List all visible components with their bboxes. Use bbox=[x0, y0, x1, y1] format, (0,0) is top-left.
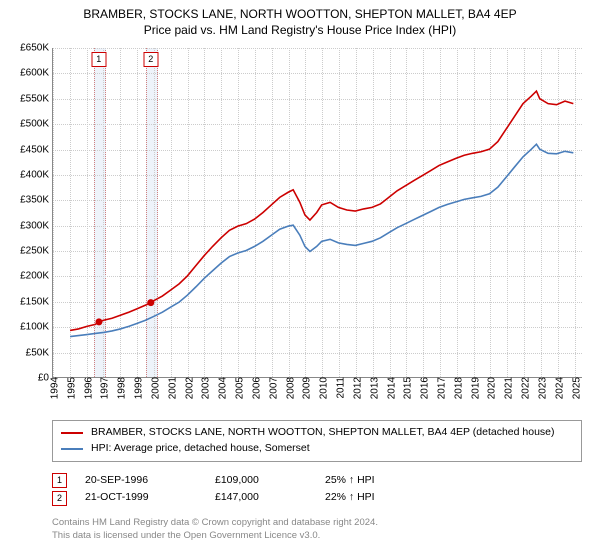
x-tick-label: 2001 bbox=[163, 377, 178, 399]
x-tick-label: 2016 bbox=[416, 377, 431, 399]
x-tick-label: 2015 bbox=[399, 377, 414, 399]
y-tick-label: £500K bbox=[20, 119, 53, 130]
y-tick-label: £650K bbox=[20, 43, 53, 54]
chart-container: BRAMBER, STOCKS LANE, NORTH WOOTTON, SHE… bbox=[0, 0, 600, 560]
x-tick-label: 2022 bbox=[517, 377, 532, 399]
series-line-property bbox=[70, 91, 573, 330]
x-tick-label: 2003 bbox=[197, 377, 212, 399]
y-tick-label: £400K bbox=[20, 169, 53, 180]
x-tick-label: 2020 bbox=[483, 377, 498, 399]
x-tick-label: 2006 bbox=[247, 377, 262, 399]
attribution: Contains HM Land Registry data © Crown c… bbox=[52, 517, 582, 543]
y-tick-label: £450K bbox=[20, 144, 53, 155]
x-tick-label: 2004 bbox=[214, 377, 229, 399]
x-tick-label: 2013 bbox=[365, 377, 380, 399]
sale-dot bbox=[95, 318, 102, 325]
legend-row-hpi: HPI: Average price, detached house, Some… bbox=[61, 441, 573, 457]
y-tick-label: £200K bbox=[20, 271, 53, 282]
x-tick-label: 2000 bbox=[146, 377, 161, 399]
y-tick-label: £250K bbox=[20, 246, 53, 257]
legend-label-property: BRAMBER, STOCKS LANE, NORTH WOOTTON, SHE… bbox=[91, 425, 555, 441]
sale-index-box: 2 bbox=[52, 491, 67, 506]
x-tick-label: 2014 bbox=[382, 377, 397, 399]
y-tick-label: £350K bbox=[20, 195, 53, 206]
x-tick-label: 2024 bbox=[550, 377, 565, 399]
sale-pct: 22% ↑ HPI bbox=[325, 489, 435, 507]
x-tick-label: 2005 bbox=[231, 377, 246, 399]
sale-date: 20-SEP-1996 bbox=[85, 472, 215, 490]
x-tick-label: 2023 bbox=[533, 377, 548, 399]
series-line-hpi bbox=[70, 144, 573, 336]
x-tick-label: 1996 bbox=[79, 377, 94, 399]
x-tick-label: 1997 bbox=[96, 377, 111, 399]
y-tick-label: £150K bbox=[20, 296, 53, 307]
x-tick-label: 1994 bbox=[46, 377, 61, 399]
x-tick-label: 1999 bbox=[130, 377, 145, 399]
x-tick-label: 1995 bbox=[62, 377, 77, 399]
attribution-line-1: Contains HM Land Registry data © Crown c… bbox=[52, 517, 582, 530]
attribution-line-2: This data is licensed under the Open Gov… bbox=[52, 530, 582, 543]
plot-box: 12£0£50K£100K£150K£200K£250K£300K£350K£4… bbox=[52, 48, 582, 378]
legend-label-hpi: HPI: Average price, detached house, Some… bbox=[91, 441, 310, 457]
x-tick-label: 2025 bbox=[567, 377, 582, 399]
sale-price: £147,000 bbox=[215, 489, 325, 507]
x-tick-label: 2019 bbox=[466, 377, 481, 399]
legend-swatch-hpi bbox=[61, 448, 83, 450]
x-tick-label: 2007 bbox=[264, 377, 279, 399]
legend-and-footer: BRAMBER, STOCKS LANE, NORTH WOOTTON, SHE… bbox=[52, 420, 582, 543]
y-tick-label: £600K bbox=[20, 68, 53, 79]
sales-row: 1 20-SEP-1996 £109,000 25% ↑ HPI bbox=[52, 472, 582, 490]
sale-price: £109,000 bbox=[215, 472, 325, 490]
sales-row: 2 21-OCT-1999 £147,000 22% ↑ HPI bbox=[52, 489, 582, 507]
x-tick-label: 2012 bbox=[348, 377, 363, 399]
y-tick-label: £300K bbox=[20, 220, 53, 231]
x-tick-label: 2018 bbox=[449, 377, 464, 399]
sale-pct: 25% ↑ HPI bbox=[325, 472, 435, 490]
x-tick-label: 2009 bbox=[298, 377, 313, 399]
y-tick-label: £50K bbox=[26, 347, 53, 358]
y-tick-label: £550K bbox=[20, 93, 53, 104]
title-line-2: Price paid vs. HM Land Registry's House … bbox=[0, 22, 600, 38]
legend-box: BRAMBER, STOCKS LANE, NORTH WOOTTON, SHE… bbox=[52, 420, 582, 462]
legend-swatch-property bbox=[61, 432, 83, 434]
sales-table: 1 20-SEP-1996 £109,000 25% ↑ HPI 2 21-OC… bbox=[52, 472, 582, 508]
title-block: BRAMBER, STOCKS LANE, NORTH WOOTTON, SHE… bbox=[0, 0, 600, 38]
plot-svg bbox=[53, 48, 582, 377]
x-tick-label: 2011 bbox=[332, 377, 347, 399]
x-tick-label: 1998 bbox=[113, 377, 128, 399]
chart-plot-area: 12£0£50K£100K£150K£200K£250K£300K£350K£4… bbox=[52, 48, 582, 378]
title-line-1: BRAMBER, STOCKS LANE, NORTH WOOTTON, SHE… bbox=[0, 6, 600, 22]
y-tick-label: £100K bbox=[20, 322, 53, 333]
sale-dot bbox=[147, 299, 154, 306]
x-tick-label: 2010 bbox=[315, 377, 330, 399]
legend-row-property: BRAMBER, STOCKS LANE, NORTH WOOTTON, SHE… bbox=[61, 425, 573, 441]
sale-index-box: 1 bbox=[52, 473, 67, 488]
sale-date: 21-OCT-1999 bbox=[85, 489, 215, 507]
x-tick-label: 2002 bbox=[180, 377, 195, 399]
sale-marker-box: 1 bbox=[91, 52, 106, 67]
x-tick-label: 2017 bbox=[432, 377, 447, 399]
x-tick-label: 2008 bbox=[281, 377, 296, 399]
x-tick-label: 2021 bbox=[500, 377, 515, 399]
sale-marker-box: 2 bbox=[143, 52, 158, 67]
